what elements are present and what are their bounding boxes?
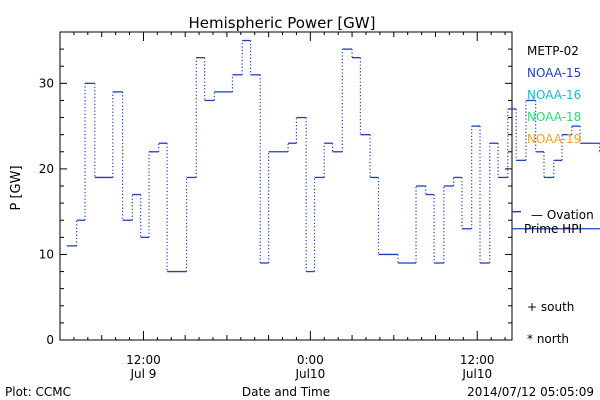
x-tick-label-time: 12:00	[460, 353, 495, 367]
x-tick-label-time: 0:00	[297, 353, 324, 367]
series-layer	[66, 39, 600, 273]
south-marker-label: + south	[527, 300, 574, 314]
footer-timestamp: 2014/07/12 05:05:09	[467, 385, 594, 399]
y-axis-label: P [GW]	[9, 165, 24, 210]
ovation-label: — Ovation	[531, 208, 594, 222]
y-tick-label: 10	[39, 247, 54, 261]
x-tick-label-time: 12:00	[126, 353, 161, 367]
x-tick-label-date: Jul 9	[129, 367, 156, 381]
legend-item: NOAA-16	[527, 88, 581, 102]
ovation-sublabel: Prime HPI	[524, 222, 582, 236]
north-marker-label: * north	[527, 332, 569, 346]
y-axis: 0 10 20 30	[39, 31, 512, 347]
x-tick-label-date: Jul10	[294, 367, 325, 381]
y-tick-label: 30	[39, 76, 54, 90]
legend-item: NOAA-19	[527, 132, 581, 146]
y-tick-label: 20	[39, 162, 54, 176]
legend: METP-02 NOAA-15 NOAA-16 NOAA-18 NOAA-19	[527, 44, 581, 146]
x-tick-label-date: Jul10	[461, 367, 492, 381]
chart-title: Hemispheric Power [GW]	[189, 14, 376, 32]
y-tick-label: 0	[46, 333, 54, 347]
footer-credit: Plot: CCMC	[5, 385, 71, 399]
x-axis-label: Date and Time	[242, 385, 330, 399]
legend-item: NOAA-15	[527, 66, 581, 80]
legend-item: NOAA-18	[527, 110, 581, 124]
legend-item: METP-02	[527, 44, 579, 58]
